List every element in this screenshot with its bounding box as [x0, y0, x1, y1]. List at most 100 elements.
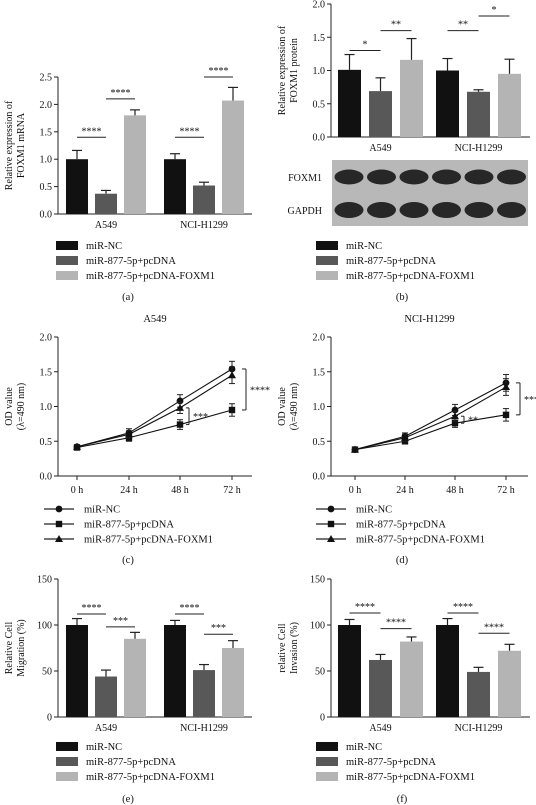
y-tick-label: 1.5: [313, 33, 326, 44]
bar: [95, 676, 117, 717]
bar: [436, 70, 459, 137]
significance-label: ****: [82, 603, 102, 614]
y-tick-label: 2.0: [313, 0, 326, 11]
legend-marker-foxm1: [327, 535, 335, 542]
bar: [95, 193, 117, 214]
western-blot: FOXM1 GAPDH: [288, 160, 528, 226]
x-tick-label: 48 h: [446, 485, 464, 496]
y-axis-label-line1: Relative expression of: [4, 100, 15, 190]
legend-swatch-foxm1: [56, 271, 78, 280]
y-tick-label: 1.0: [40, 155, 53, 166]
bar: [193, 185, 215, 214]
x-tick-label: 0 h: [349, 485, 362, 496]
y-tick-label: 150: [310, 575, 325, 586]
x-category-label: NCI-H1299: [455, 723, 503, 734]
legend-label-foxm1: miR-877-5p+pcDNA-FOXM1: [86, 271, 215, 282]
bar: [164, 625, 186, 717]
blot-band: [399, 169, 429, 185]
series-line: [354, 382, 507, 451]
data-point: [451, 419, 459, 427]
y-tick-label: 1.5: [40, 367, 53, 378]
significance-label: ****: [209, 66, 229, 77]
significance-label: *: [492, 5, 497, 16]
chart-panel-a: 0.0 0.5 1.0 1.5 2.0 2.5 A549 NCI-H1299 **** **** *…: [40, 66, 252, 303]
y-tick-label: 2.0: [40, 100, 53, 111]
y-tick-label: 0.0: [313, 472, 326, 483]
data-point: [502, 411, 510, 419]
y-tick-label: 100: [310, 621, 325, 632]
bar: [164, 159, 186, 214]
significance-label: ****: [386, 618, 406, 629]
legend-marker-pc: [55, 520, 63, 528]
x-tick-label: 24 h: [120, 485, 138, 496]
y-tick-label: 1.5: [313, 367, 326, 378]
data-point: [125, 430, 133, 438]
significance-label: **: [391, 20, 401, 31]
bar: [124, 115, 146, 214]
legend-label-nc: miR-NC: [86, 241, 122, 252]
blot-band: [367, 202, 396, 218]
blot-band: [399, 202, 429, 218]
blot-band: [432, 169, 461, 185]
data-point: [176, 421, 184, 428]
panel-caption: (a): [122, 292, 134, 303]
x-category-label: NCI-H1299: [455, 143, 503, 154]
data-point: [401, 433, 409, 441]
series-line: [76, 374, 233, 448]
legend-label-nc: miR-NC: [356, 505, 392, 516]
legend-label-foxm1: miR-877-5p+pcDNA-FOXM1: [84, 535, 213, 546]
blot-label: FOXM1: [288, 173, 322, 184]
data-point: [351, 445, 359, 453]
y-tick-label: 0: [320, 713, 325, 724]
chart-title: NCI-H1299: [404, 314, 454, 325]
legend-swatch-nc: [56, 241, 78, 250]
bar: [498, 650, 521, 717]
bar: [66, 159, 88, 214]
chart-title: A549: [143, 314, 166, 325]
legend-label-nc: miR-NC: [86, 742, 122, 753]
data-point: [73, 442, 81, 450]
x-tick-label: 24 h: [396, 485, 414, 496]
data-point: [502, 383, 510, 391]
y-axis-label-line2: FOXM1 mRNA: [16, 112, 27, 178]
x-category-label: NCI-H1299: [180, 723, 228, 734]
x-category-label: A549: [95, 220, 117, 231]
blot-label: GAPDH: [288, 206, 322, 217]
legend-label-foxm1: miR-877-5p+pcDNA-FOXM1: [86, 772, 215, 783]
legend-swatch-pc: [56, 256, 78, 265]
bar: [193, 670, 215, 717]
significance-label: ***: [193, 412, 208, 423]
significance-label: ****: [82, 126, 102, 137]
y-axis-label-line2: Migration (%): [16, 619, 27, 677]
bar: [338, 625, 361, 717]
series-line: [76, 409, 233, 449]
y-tick-label: 50: [42, 667, 52, 678]
panel-caption: (e): [122, 794, 134, 805]
bar: [498, 73, 521, 137]
y-tick-label: 0.0: [40, 472, 53, 483]
y-tick-label: 2.0: [313, 333, 326, 344]
y-tick-label: 0: [47, 713, 52, 724]
blot-strip: [332, 194, 528, 226]
x-category-label: A549: [95, 723, 117, 734]
y-tick-label: 50: [315, 667, 325, 678]
legend-swatch-pc: [316, 757, 338, 766]
panel-caption: (f): [397, 794, 408, 805]
bar: [400, 59, 423, 137]
y-tick-label: 2.0: [40, 333, 53, 344]
panel-caption: (b): [396, 292, 409, 303]
legend-swatch-nc: [316, 742, 338, 751]
y-tick-label: 1.0: [40, 402, 53, 413]
legend-label-pc: miR-877-5p+pcDNA: [346, 256, 436, 267]
blot-band: [497, 169, 526, 185]
data-point: [228, 371, 236, 379]
y-tick-label: 2.5: [40, 73, 53, 84]
y-tick-label: 0.5: [313, 99, 326, 110]
y-axis-label-line1: relative Cell: [277, 623, 288, 672]
legend-marker-foxm1: [55, 535, 63, 542]
significance-label: ****: [453, 602, 473, 613]
x-category-label: A549: [369, 143, 391, 154]
bar: [467, 91, 490, 137]
